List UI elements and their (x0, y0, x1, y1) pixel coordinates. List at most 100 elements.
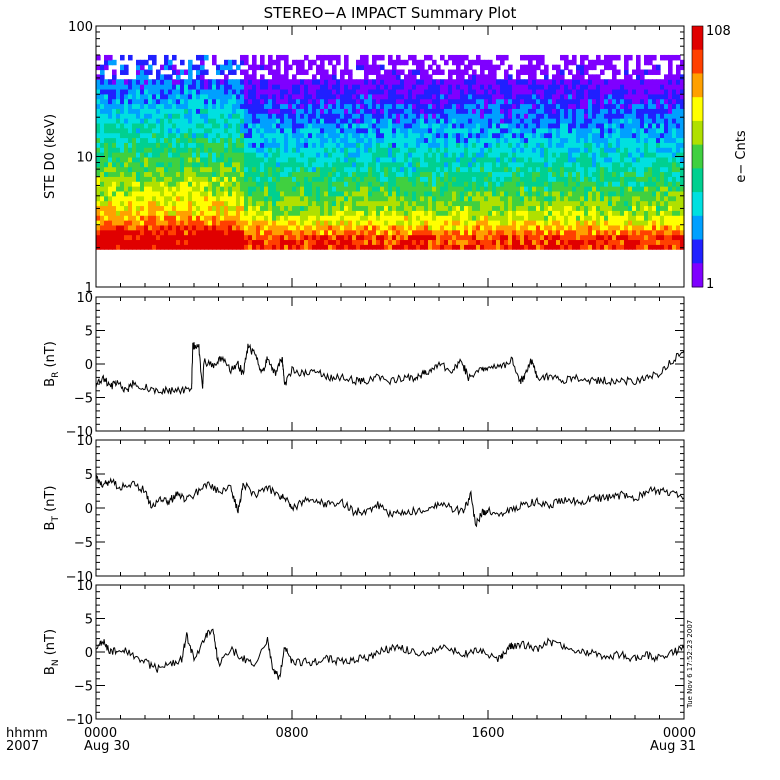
spectrogram-cell (484, 205, 489, 211)
spectrogram-cell (248, 64, 253, 71)
spectrogram-cell (564, 224, 569, 231)
spectrogram-cell (596, 88, 601, 95)
spectrogram-cell (448, 103, 453, 109)
spectrogram-cell (444, 200, 449, 207)
spectrogram-cell (176, 103, 181, 109)
spectrogram-cell (408, 171, 413, 177)
spectrogram-cell (572, 220, 577, 226)
spectrogram-cell (204, 190, 209, 197)
spectrogram-cell (400, 59, 405, 66)
spectrogram-cell (416, 108, 421, 114)
spectrogram-cell (168, 215, 173, 221)
spectrogram-cell (184, 190, 189, 197)
spectrogram-cell (324, 69, 329, 75)
spectrogram-cell (300, 79, 305, 85)
spectrogram-cell (428, 152, 433, 158)
spectrogram-cell (524, 98, 529, 105)
spectrogram-cell (276, 122, 281, 129)
spectrogram-cell (416, 200, 421, 207)
spectrogram-cell (348, 234, 353, 241)
spectrogram-cell (156, 234, 161, 241)
spectrogram-cell (244, 229, 249, 236)
spectrogram-cell (612, 186, 617, 192)
spectrogram-cell (316, 190, 321, 197)
spectrogram-cell (264, 127, 269, 134)
spectrogram-cell (496, 220, 501, 226)
spectrogram-cell (160, 195, 165, 202)
spectrogram-cell (184, 171, 189, 177)
spectrogram-cell (296, 142, 301, 148)
spectrogram-cell (312, 147, 317, 153)
spectrogram-cell (128, 161, 133, 168)
spectrogram-cell (260, 171, 265, 177)
spectrogram-cell (120, 88, 125, 95)
spectrogram-cell (548, 161, 553, 168)
spectrogram-cell (156, 210, 161, 216)
spectrogram-cell (372, 166, 377, 173)
spectrogram-cell (164, 122, 169, 129)
spectrogram-cell (544, 195, 549, 202)
spectrogram-cell (612, 156, 617, 163)
spectrogram-cell (188, 74, 193, 80)
spectrogram-cell (228, 195, 233, 202)
spectrogram-cell (368, 229, 373, 236)
spectrogram-cell (484, 118, 489, 124)
spectrogram-cell (420, 132, 425, 139)
spectrogram-cell (372, 195, 377, 202)
spectrogram-cell (600, 224, 605, 231)
spectrogram-cell (352, 88, 357, 95)
spectrogram-cell (360, 195, 365, 202)
spectrogram-cell (364, 220, 369, 226)
spectrogram-cell (160, 190, 165, 197)
spectrogram-cell (448, 147, 453, 153)
spectrogram-cell (112, 118, 117, 124)
spectrogram-cell (240, 171, 245, 177)
spectrogram-cell (496, 79, 501, 85)
spectrogram-cell (152, 195, 157, 202)
spectrogram-cell (396, 103, 401, 109)
spectrogram-cell (172, 137, 177, 143)
spectrogram-cell (320, 244, 325, 250)
spectrogram-cell (536, 186, 541, 192)
spectrogram-cell (528, 127, 533, 134)
spectrogram-cell (428, 166, 433, 173)
spectrogram-cell (292, 229, 297, 236)
spectrogram-cell (200, 54, 205, 61)
spectrogram-cell (456, 74, 461, 80)
spectrogram-cell (556, 161, 561, 168)
spectrogram-cell (376, 220, 381, 226)
spectrogram-cell (532, 176, 537, 182)
spectrogram-cell (392, 220, 397, 226)
spectrogram-cell (316, 205, 321, 211)
spectrogram-cell (512, 137, 517, 143)
spectrogram-cell (424, 98, 429, 105)
spectrogram-cell (344, 98, 349, 105)
spectrogram-cell (188, 176, 193, 182)
spectrogram-cell (124, 229, 129, 236)
spectrogram-cell (364, 88, 369, 95)
spectrogram-cell (120, 142, 125, 148)
spectrogram-cell (148, 64, 153, 71)
spectrogram-cell (576, 152, 581, 158)
spectrogram-cell (348, 224, 353, 231)
spectrogram-cell (456, 161, 461, 168)
spectrogram-cell (588, 200, 593, 207)
spectrogram-cell (452, 224, 457, 231)
spectrogram-cell (460, 161, 465, 168)
spectrogram-cell (288, 118, 293, 124)
spectrogram-cell (128, 118, 133, 124)
spectrogram-cell (120, 84, 125, 90)
spectrogram-cell (396, 59, 401, 66)
spectrogram-cell (408, 161, 413, 168)
spectrogram-cell (352, 224, 357, 231)
spectrogram-cell (112, 69, 117, 75)
spectrogram-cell (112, 229, 117, 236)
spectrogram-cell (216, 224, 221, 231)
spectrogram-cell (504, 215, 509, 221)
spectrogram-cell (300, 190, 305, 197)
spectrogram-cell (492, 69, 497, 75)
spectrogram-cell (284, 210, 289, 216)
spectrogram-cell (216, 79, 221, 85)
spectrogram-cell (328, 88, 333, 95)
spectrogram-cell (564, 234, 569, 241)
